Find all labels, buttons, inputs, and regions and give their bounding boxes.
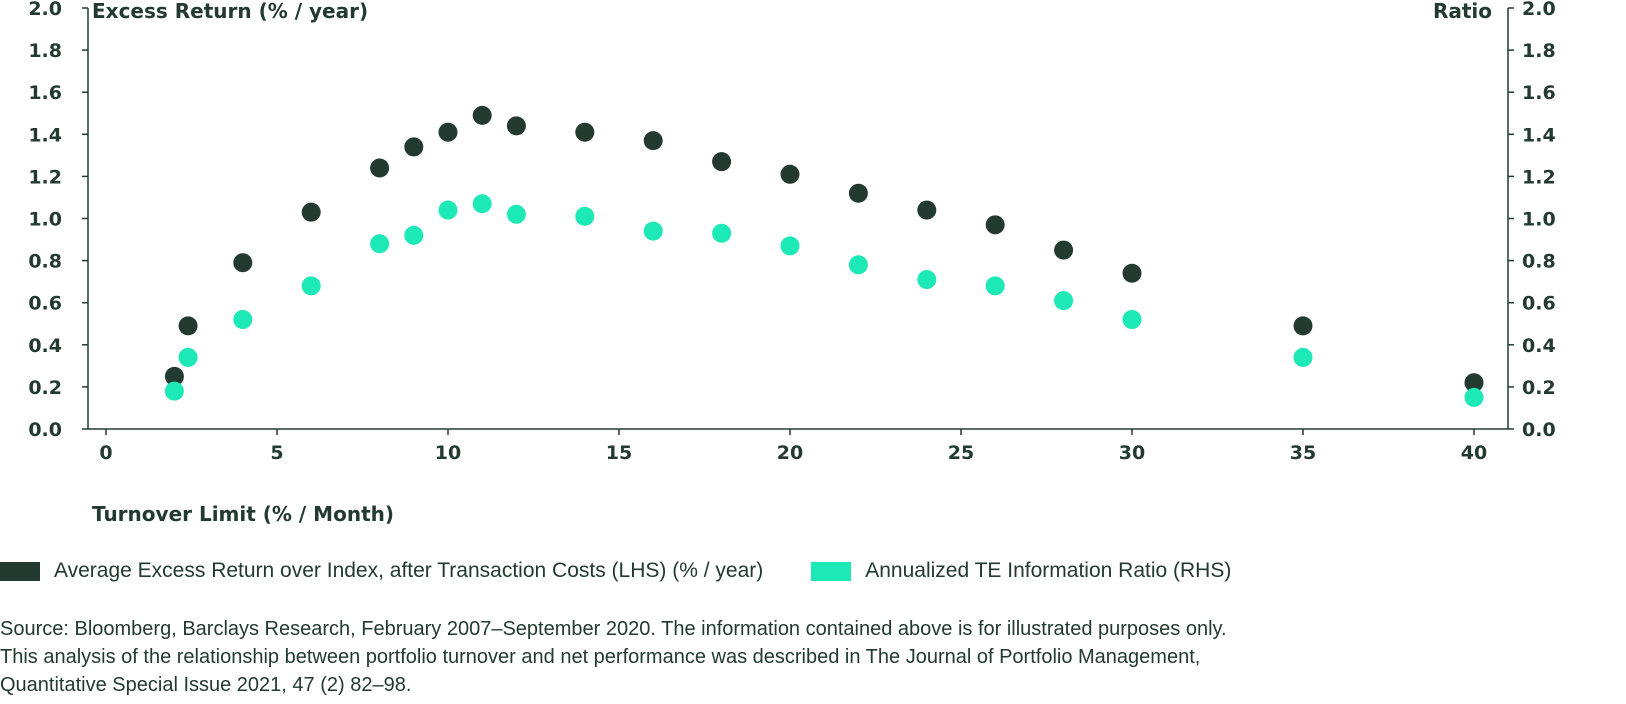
right-axis-title: Ratio: [1433, 0, 1492, 23]
information-ratio-point: [472, 194, 492, 214]
information-ratio-point: [178, 347, 198, 367]
information-ratio-point: [233, 310, 253, 330]
right-y-tick-label: 1.0: [1522, 209, 1556, 231]
legend-label-excess-return: Average Excess Return over Index, after …: [54, 559, 764, 582]
excess-return-point: [370, 158, 390, 178]
x-tick-label: 10: [435, 442, 461, 464]
excess-return-point: [1293, 316, 1313, 336]
axes: 0.0 0.0 0.2 0.2 0.4 0.4 0.6 0.6 0.8 0.8 1.0 1.0 1.2 1…: [28, 0, 1555, 464]
excess-return-point: [712, 152, 732, 172]
x-tick-label: 0: [99, 442, 112, 464]
right-y-tick-label: 1.8: [1522, 40, 1556, 62]
legend-swatch-excess-return: [0, 561, 40, 581]
excess-return-point: [780, 164, 800, 184]
information-ratio-point: [1293, 347, 1313, 367]
excess-return-point: [575, 122, 595, 142]
information-ratio-point: [780, 236, 800, 256]
right-y-tick-label: 2.0: [1522, 0, 1556, 20]
source-note: Source: Bloomberg, Barclays Research, Fe…: [0, 615, 1600, 699]
legend-item-information-ratio: Annualized TE Information Ratio (RHS): [811, 559, 1231, 583]
right-y-tick-label: 0.2: [1522, 377, 1556, 399]
excess-return-point: [506, 116, 526, 136]
excess-return-point: [848, 183, 868, 203]
x-tick-label: 5: [270, 442, 283, 464]
x-tick-label: 15: [606, 442, 632, 464]
left-y-tick-label: 0.2: [28, 377, 62, 399]
source-line: Source: Bloomberg, Barclays Research, Fe…: [0, 618, 1227, 640]
right-y-tick-label: 0.0: [1522, 419, 1556, 441]
excess-return-point: [472, 105, 492, 125]
right-y-tick-label: 1.6: [1522, 82, 1556, 104]
information-ratio-point: [1122, 310, 1142, 330]
information-ratio-point: [370, 234, 390, 254]
information-ratio-point: [438, 200, 458, 220]
information-ratio-point: [1464, 387, 1484, 407]
excess-return-point: [985, 215, 1005, 235]
information-ratio-point: [575, 206, 595, 226]
information-ratio-point: [848, 255, 868, 275]
legend-swatch-information-ratio: [811, 561, 852, 581]
x-tick-label: 20: [777, 442, 803, 464]
source-line: This analysis of the relationship betwee…: [0, 646, 1201, 668]
left-y-tick-label: 0.4: [28, 335, 62, 357]
x-tick-label: 30: [1119, 442, 1145, 464]
x-tick-label: 25: [948, 442, 974, 464]
information-ratio-point: [506, 204, 526, 224]
right-y-tick-label: 0.4: [1522, 335, 1556, 357]
scatter-chart: Excess Return (% / year) Ratio Turnover …: [28, 0, 1555, 526]
information-ratio-point: [643, 221, 663, 241]
information-ratio-point: [985, 276, 1005, 296]
left-y-tick-label: 2.0: [28, 0, 62, 20]
excess-return-point: [1122, 263, 1142, 283]
left-y-tick-label: 1.6: [28, 82, 62, 104]
legend-label-information-ratio: Annualized TE Information Ratio (RHS): [865, 559, 1232, 582]
excess-return-point: [917, 200, 937, 220]
right-y-tick-label: 1.2: [1522, 166, 1556, 188]
x-axis-title: Turnover Limit (% / Month): [92, 502, 394, 526]
right-y-tick-label: 0.6: [1522, 293, 1556, 315]
left-y-tick-label: 0.0: [28, 419, 62, 441]
excess-return-point: [164, 366, 184, 386]
excess-return-point: [404, 137, 424, 157]
excess-return-point: [301, 202, 321, 222]
legend-item-excess-return: Average Excess Return over Index, after …: [0, 559, 763, 583]
legend: Average Excess Return over Index, after …: [0, 557, 1231, 585]
left-y-tick-label: 1.2: [28, 166, 62, 188]
information-ratio-point: [301, 276, 321, 296]
source-line: Quantitative Special Issue 2021, 47 (2) …: [0, 674, 412, 696]
excess-return-point: [233, 253, 253, 273]
excess-return-point: [643, 131, 663, 151]
left-y-tick-label: 1.0: [28, 209, 62, 231]
excess-return-point: [1464, 373, 1484, 393]
left-y-tick-label: 1.4: [28, 124, 62, 146]
x-tick-label: 40: [1461, 442, 1487, 464]
excess-return-point: [438, 122, 458, 142]
right-y-tick-label: 1.4: [1522, 124, 1556, 146]
information-ratio-point: [164, 381, 184, 401]
information-ratio-point: [404, 225, 424, 245]
left-axis-title: Excess Return (% / year): [92, 0, 368, 23]
left-y-tick-label: 0.8: [28, 251, 62, 273]
data-points: [164, 105, 1484, 407]
right-y-tick-label: 0.8: [1522, 251, 1556, 273]
information-ratio-point: [712, 223, 732, 243]
left-y-tick-label: 0.6: [28, 293, 62, 315]
left-y-tick-label: 1.8: [28, 40, 62, 62]
information-ratio-point: [917, 270, 937, 290]
information-ratio-point: [1054, 291, 1074, 311]
x-tick-label: 35: [1290, 442, 1316, 464]
excess-return-point: [178, 316, 198, 336]
excess-return-point: [1054, 240, 1074, 260]
